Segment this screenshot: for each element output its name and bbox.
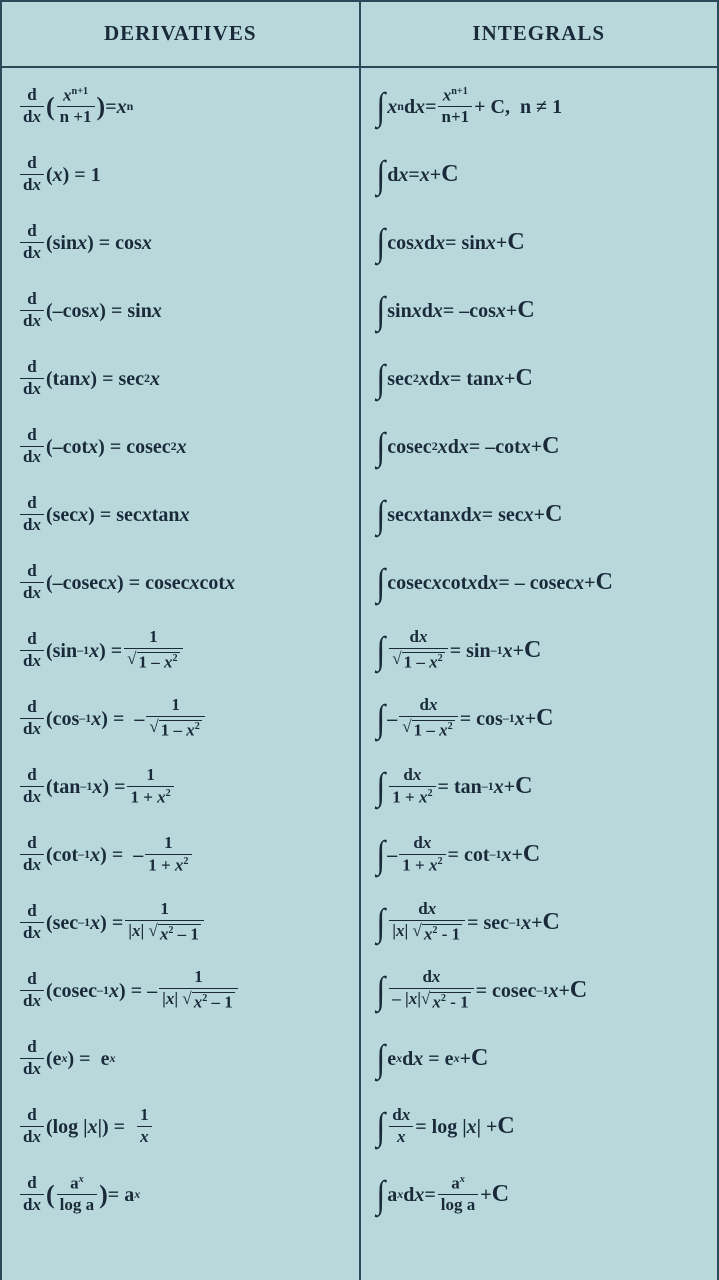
deriv-1: ddx (xn+1n +1) = xn	[18, 82, 349, 132]
int-2: ∫ dx = x + C	[377, 150, 708, 200]
int-1: ∫xndx = xn+1n+1 + C, n ≠ 1	[377, 82, 708, 132]
int-11: ∫ dx1 + x2 = tan–1 x + C	[377, 762, 708, 812]
int-5: ∫ sec2 x dx = tan x + C	[377, 354, 708, 404]
deriv-2: ddx(x) = 1	[18, 150, 349, 200]
int-15: ∫ex dx = ex + C	[377, 1034, 708, 1084]
int-3: ∫ cos x dx = sin x + C	[377, 218, 708, 268]
integrals-column: ∫xndx = xn+1n+1 + C, n ≠ 1 ∫ dx = x + C …	[360, 67, 719, 1280]
int-17: ∫ax dx = axlog a + C	[377, 1170, 708, 1220]
int-12: ∫ – dx1 + x2 = cot–1 x + C	[377, 830, 708, 880]
int-10: ∫ – dx1 – x2 = cos–1 x + C	[377, 694, 708, 744]
header-row: DERIVATIVES INTEGRALS	[1, 1, 718, 67]
deriv-10: ddx (cos–1 x) = – 11 – x2	[18, 694, 349, 744]
deriv-9: ddx (sin–1 x) = 11 – x2	[18, 626, 349, 676]
int-6: ∫ cosec2 x dx = –cot x + C	[377, 422, 708, 472]
content-row: ddx (xn+1n +1) = xn ddx(x) = 1 ddx (sin …	[1, 67, 718, 1280]
header-derivatives: DERIVATIVES	[1, 1, 360, 67]
int-8: ∫ cosec x cot x dx = – cosec x + C	[377, 558, 708, 608]
deriv-13: ddx (sec–1 x) = 1|x| x2 – 1	[18, 898, 349, 948]
deriv-4: ddx (–cos x) = sin x	[18, 286, 349, 336]
deriv-11: ddx(tan–1 x) = 11 + x2	[18, 762, 349, 812]
deriv-14: ddx(cosec–1 x) = – 1|x| x2 – 1	[18, 966, 349, 1016]
int-14: ∫dx– |x|x2 - 1 = cosec–1 x + C	[377, 966, 708, 1016]
deriv-7: ddx (sec x) = sec x tan x	[18, 490, 349, 540]
int-4: ∫ sin x dx = –cos x + C	[377, 286, 708, 336]
deriv-17: ddx (axlog a) = ax	[18, 1170, 349, 1220]
deriv-12: ddx (cot–1 x) = – 11 + x2	[18, 830, 349, 880]
int-9: ∫ dx1 – x2 = sin–1 x + C	[377, 626, 708, 676]
deriv-15: ddx (ex) = ex	[18, 1034, 349, 1084]
int-16: ∫ dxx = log |x| + C	[377, 1102, 708, 1152]
deriv-6: ddx (–cot x) = cosec2 x	[18, 422, 349, 472]
deriv-16: ddx (log |x|) = 1x	[18, 1102, 349, 1152]
formula-table: DERIVATIVES INTEGRALS ddx (xn+1n +1) = x…	[0, 0, 719, 1280]
deriv-3: ddx (sin x) = cos x	[18, 218, 349, 268]
derivatives-column: ddx (xn+1n +1) = xn ddx(x) = 1 ddx (sin …	[1, 67, 360, 1280]
int-7: ∫ sec x tan x dx = sec x + C	[377, 490, 708, 540]
int-13: ∫dx|x| x2 - 1 = sec–1 x + C	[377, 898, 708, 948]
deriv-8: ddx (–cosec x) = cosec x cot x	[18, 558, 349, 608]
header-integrals: INTEGRALS	[360, 1, 719, 67]
deriv-5: ddx (tan x) = sec2 x	[18, 354, 349, 404]
